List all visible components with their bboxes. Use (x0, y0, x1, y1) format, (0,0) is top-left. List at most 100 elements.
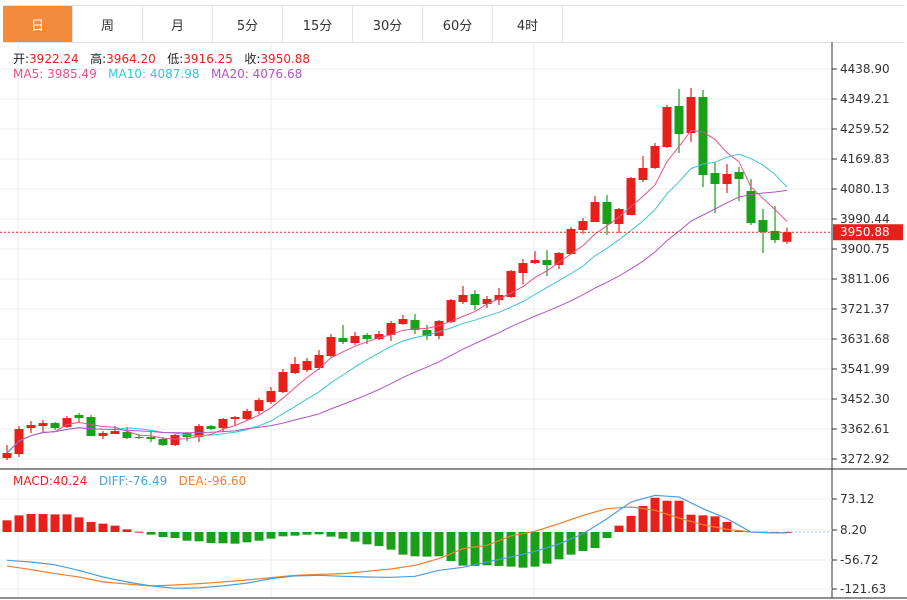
diff-value: -76.49 (128, 474, 168, 488)
macd-bar (362, 532, 372, 545)
candle-body (218, 419, 228, 429)
macd-bar (494, 532, 504, 566)
macd-bar (134, 531, 144, 533)
macd-bar (626, 516, 636, 532)
y-axis-label: 3452.30 (840, 392, 890, 406)
candle (50, 422, 60, 431)
candle (614, 208, 624, 234)
candle-body (50, 423, 60, 429)
candle-body (686, 96, 696, 134)
macd-bar (698, 515, 708, 532)
macd-axis-label: -56.72 (840, 553, 879, 567)
candle-body (122, 432, 132, 439)
macd-bar (38, 514, 48, 532)
candle (410, 314, 420, 335)
candle (578, 218, 588, 235)
candle-body (578, 221, 588, 231)
candle (350, 332, 360, 346)
macd-bar (290, 532, 300, 536)
diff-label: DIFF: (98, 474, 129, 488)
candle-body (782, 232, 792, 242)
candle (722, 164, 732, 194)
candle-body (110, 431, 120, 435)
candle (698, 90, 708, 188)
macd-bar (122, 529, 132, 532)
candle (386, 321, 396, 342)
candle (458, 286, 468, 305)
candle-body (566, 229, 576, 255)
y-axis-label: 3990.44 (840, 212, 890, 226)
candle-body (554, 253, 564, 266)
candle-body (158, 439, 168, 446)
low-label: 低: (167, 52, 184, 66)
candle (326, 334, 336, 358)
candle (194, 424, 204, 443)
candle-body (698, 96, 708, 175)
y-axis-label: 4259.52 (840, 122, 890, 136)
candle (242, 409, 252, 422)
candle (530, 251, 540, 265)
y-axis-label: 3541.99 (840, 362, 890, 376)
macd-bar (350, 532, 360, 542)
candle (266, 387, 276, 405)
y-axis-label: 3721.37 (840, 302, 890, 316)
candle (122, 427, 132, 440)
candle (602, 194, 612, 236)
candle (434, 320, 444, 340)
tab-week[interactable]: 周 (73, 6, 143, 42)
ma-legend: MA5: 3985.49 MA10: 4087.98 MA20: 4076.68 (13, 67, 302, 81)
candle-body (278, 372, 288, 393)
tab-month[interactable]: 月 (143, 6, 213, 42)
candle (470, 290, 480, 311)
macd-bar (14, 515, 24, 532)
tab-day[interactable]: 日 (3, 6, 73, 42)
low-value: 3916.25 (183, 52, 233, 66)
tab-5min[interactable]: 5分 (213, 6, 283, 42)
candle (86, 415, 96, 437)
candle (374, 331, 384, 341)
open-value: 3922.24 (29, 52, 79, 66)
candle (26, 421, 36, 434)
candle-body (74, 415, 84, 419)
candle-body (530, 260, 540, 264)
candle (230, 416, 240, 426)
candle-body (98, 433, 108, 437)
tab-15min[interactable]: 15分 (283, 6, 353, 42)
macd-bar (686, 514, 696, 532)
candle-body (734, 171, 744, 180)
tab-60min[interactable]: 60分 (423, 6, 493, 42)
macd-bar (638, 506, 648, 532)
dea-label: DEA: (178, 474, 208, 488)
candle-body (710, 172, 720, 185)
candle-body (314, 355, 324, 369)
open-label: 开: (13, 52, 30, 66)
candle-body (326, 337, 336, 357)
macd-bar (470, 532, 480, 566)
macd-bar (410, 532, 420, 557)
macd-bar (422, 532, 432, 557)
tab-30min[interactable]: 30分 (353, 6, 423, 42)
macd-bar (482, 532, 492, 566)
candle-body (506, 271, 516, 298)
candle-body (638, 168, 648, 181)
candle (446, 299, 456, 324)
macd-bar (254, 532, 264, 541)
macd-bar (434, 532, 444, 557)
macd-bar (62, 514, 72, 532)
macd-bar (710, 516, 720, 532)
candle-body (302, 361, 312, 371)
period-tabs: 日 周 月 5分 15分 30分 60分 4时 (3, 5, 905, 43)
candle-body (410, 320, 420, 331)
candle-body (446, 300, 456, 323)
candle-body (374, 334, 384, 340)
macd-bar (206, 532, 216, 543)
candle (98, 431, 108, 440)
candle-body (338, 338, 348, 343)
macd-bar (554, 532, 564, 560)
candle (782, 227, 792, 244)
candle-body (422, 330, 432, 337)
candle-body (470, 294, 480, 306)
tab-4hour[interactable]: 4时 (493, 6, 563, 42)
macd-bar (242, 532, 252, 543)
